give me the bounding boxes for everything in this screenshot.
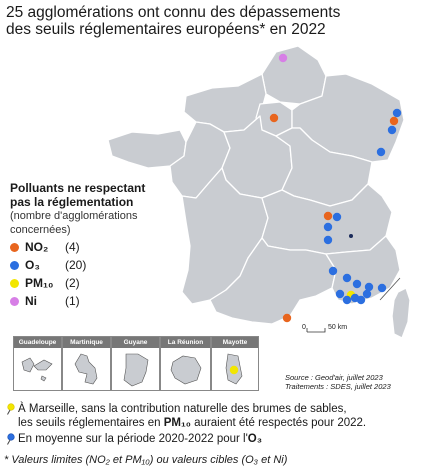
legend-heading-2: pas la réglementation bbox=[10, 195, 134, 209]
inset-label-la-reunion: La Réunion bbox=[161, 337, 210, 348]
martinique-shape bbox=[74, 353, 98, 385]
legend-item-no2: NO₂ (4) bbox=[10, 239, 180, 255]
note-o3-pollutant: O₃ bbox=[247, 433, 263, 445]
note-o3: En moyenne sur la période 2020-2022 pour… bbox=[4, 432, 429, 446]
marker-o3-avignon bbox=[328, 266, 338, 276]
legend-count-o3: (20) bbox=[65, 258, 87, 272]
footnote: * Valeurs limites (NO₂ et PM₁₀) ou valeu… bbox=[4, 454, 288, 466]
note-marseille-part-2: auraient été respectés pour 2022. bbox=[190, 417, 367, 429]
scale-fifty: 50 km bbox=[328, 324, 348, 331]
agglomeration-markers bbox=[269, 53, 402, 323]
marker-pm10-mayotte bbox=[229, 365, 239, 375]
marker-no2-paris bbox=[269, 113, 279, 123]
source-credit: Source : Geod'air, juillet 2023 Traiteme… bbox=[285, 373, 391, 391]
legend-count-no2: (4) bbox=[65, 240, 80, 254]
marker-o3-grenoble bbox=[349, 234, 353, 238]
scale-bar-line bbox=[306, 328, 326, 333]
marker-o3-villefranche bbox=[323, 222, 333, 232]
guyane-shape bbox=[123, 353, 149, 387]
source-line-2: Traitements : SDES, juillet 2023 bbox=[285, 382, 391, 391]
guadeloupe-shape bbox=[21, 357, 53, 382]
legend-dot-ni bbox=[10, 296, 19, 306]
legend-sub-1: (nombre d'agglomérations bbox=[10, 210, 138, 222]
legend-dot-pm10 bbox=[10, 278, 19, 288]
corsica-separator bbox=[379, 277, 401, 301]
region-corse bbox=[391, 287, 411, 339]
legend-label-no2: NO₂ bbox=[25, 240, 49, 254]
region-hauts-de-france bbox=[261, 45, 327, 105]
legend-label-pm10: PM₁₀ bbox=[25, 276, 54, 290]
legend-item-o3: O₃ (20) bbox=[10, 257, 180, 273]
legend-dot-no2 bbox=[10, 242, 19, 252]
marker-o3-aix bbox=[352, 279, 362, 289]
title-line-2: des seuils réglementaires européens* en … bbox=[6, 21, 326, 38]
legend-count-ni: (1) bbox=[65, 294, 80, 308]
legend-item-pm10: PM₁₀ (2) bbox=[10, 275, 180, 291]
marker-ni-nord bbox=[278, 53, 288, 63]
marker-o3-marseille bbox=[342, 295, 352, 305]
mayotte-shape bbox=[225, 353, 243, 385]
inset-label-guadeloupe: Guadeloupe bbox=[14, 337, 61, 348]
note-marseille-pm10: PM₁₀ bbox=[163, 417, 191, 429]
yellow-pin-icon bbox=[7, 403, 15, 415]
note-marseille: À Marseille, sans la contribution nature… bbox=[4, 402, 429, 430]
inset-mayotte: Mayotte bbox=[211, 336, 259, 391]
marker-o3-vienne bbox=[323, 235, 333, 245]
marker-o3-strasbourg bbox=[392, 108, 402, 118]
marker-o3-lyon bbox=[332, 212, 342, 222]
inset-guyane: Guyane bbox=[111, 336, 160, 391]
marker-o3-hyeres bbox=[356, 295, 366, 305]
legend-count-pm10: (2) bbox=[65, 276, 80, 290]
title-line-1: 25 agglomérations ont connu des dépassem… bbox=[6, 4, 341, 21]
legend-sub-2: concernées) bbox=[10, 224, 71, 236]
note-marseille-line-1: À Marseille, sans la contribution nature… bbox=[18, 403, 347, 415]
legend-dot-o3 bbox=[10, 260, 19, 270]
note-o3-text: En moyenne sur la période 2020-2022 pour… bbox=[18, 433, 248, 445]
marker-o3-mulhouse bbox=[376, 147, 386, 157]
inset-label-mayotte: Mayotte bbox=[212, 337, 258, 348]
inset-martinique: Martinique bbox=[62, 336, 111, 391]
marker-o3-colmar bbox=[387, 125, 397, 135]
inset-la-reunion: La Réunion bbox=[160, 336, 211, 391]
inset-guadeloupe: Guadeloupe bbox=[13, 336, 62, 391]
marker-o3-toulon bbox=[364, 282, 374, 292]
note-marseille-line-2: les seuils réglementaires en PM₁₀ auraie… bbox=[18, 416, 429, 430]
legend-label-ni: Ni bbox=[25, 294, 37, 308]
overseas-territories: Guadeloupe Martinique Guyane La Réunion … bbox=[13, 336, 259, 391]
note-marseille-part-1: les seuils réglementaires en bbox=[18, 417, 164, 429]
marker-o3-nice bbox=[377, 283, 387, 293]
marker-no2-lyon bbox=[323, 211, 333, 221]
la-reunion-shape bbox=[170, 355, 202, 385]
marker-no2-strasbourg bbox=[389, 116, 399, 126]
marker-o3-istres bbox=[335, 289, 345, 299]
inset-label-guyane: Guyane bbox=[112, 337, 159, 348]
scale-zero: 0 bbox=[302, 324, 306, 331]
legend: Polluants ne respectant pas la réglement… bbox=[10, 181, 180, 309]
marker-o3-cannes bbox=[362, 289, 372, 299]
blue-pin-icon bbox=[7, 433, 15, 445]
source-line-1: Source : Geod'air, juillet 2023 bbox=[285, 373, 383, 382]
marker-o3-arles bbox=[342, 273, 352, 283]
legend-heading-1: Polluants ne respectant bbox=[10, 181, 146, 195]
legend-item-ni: Ni (1) bbox=[10, 293, 180, 309]
map-title: 25 agglomérations ont connu des dépassem… bbox=[6, 4, 426, 38]
marker-no2-perpignan bbox=[282, 313, 292, 323]
inset-label-martinique: Martinique bbox=[63, 337, 110, 348]
notes: À Marseille, sans la contribution nature… bbox=[4, 402, 429, 446]
legend-label-o3: O₃ bbox=[25, 258, 40, 272]
